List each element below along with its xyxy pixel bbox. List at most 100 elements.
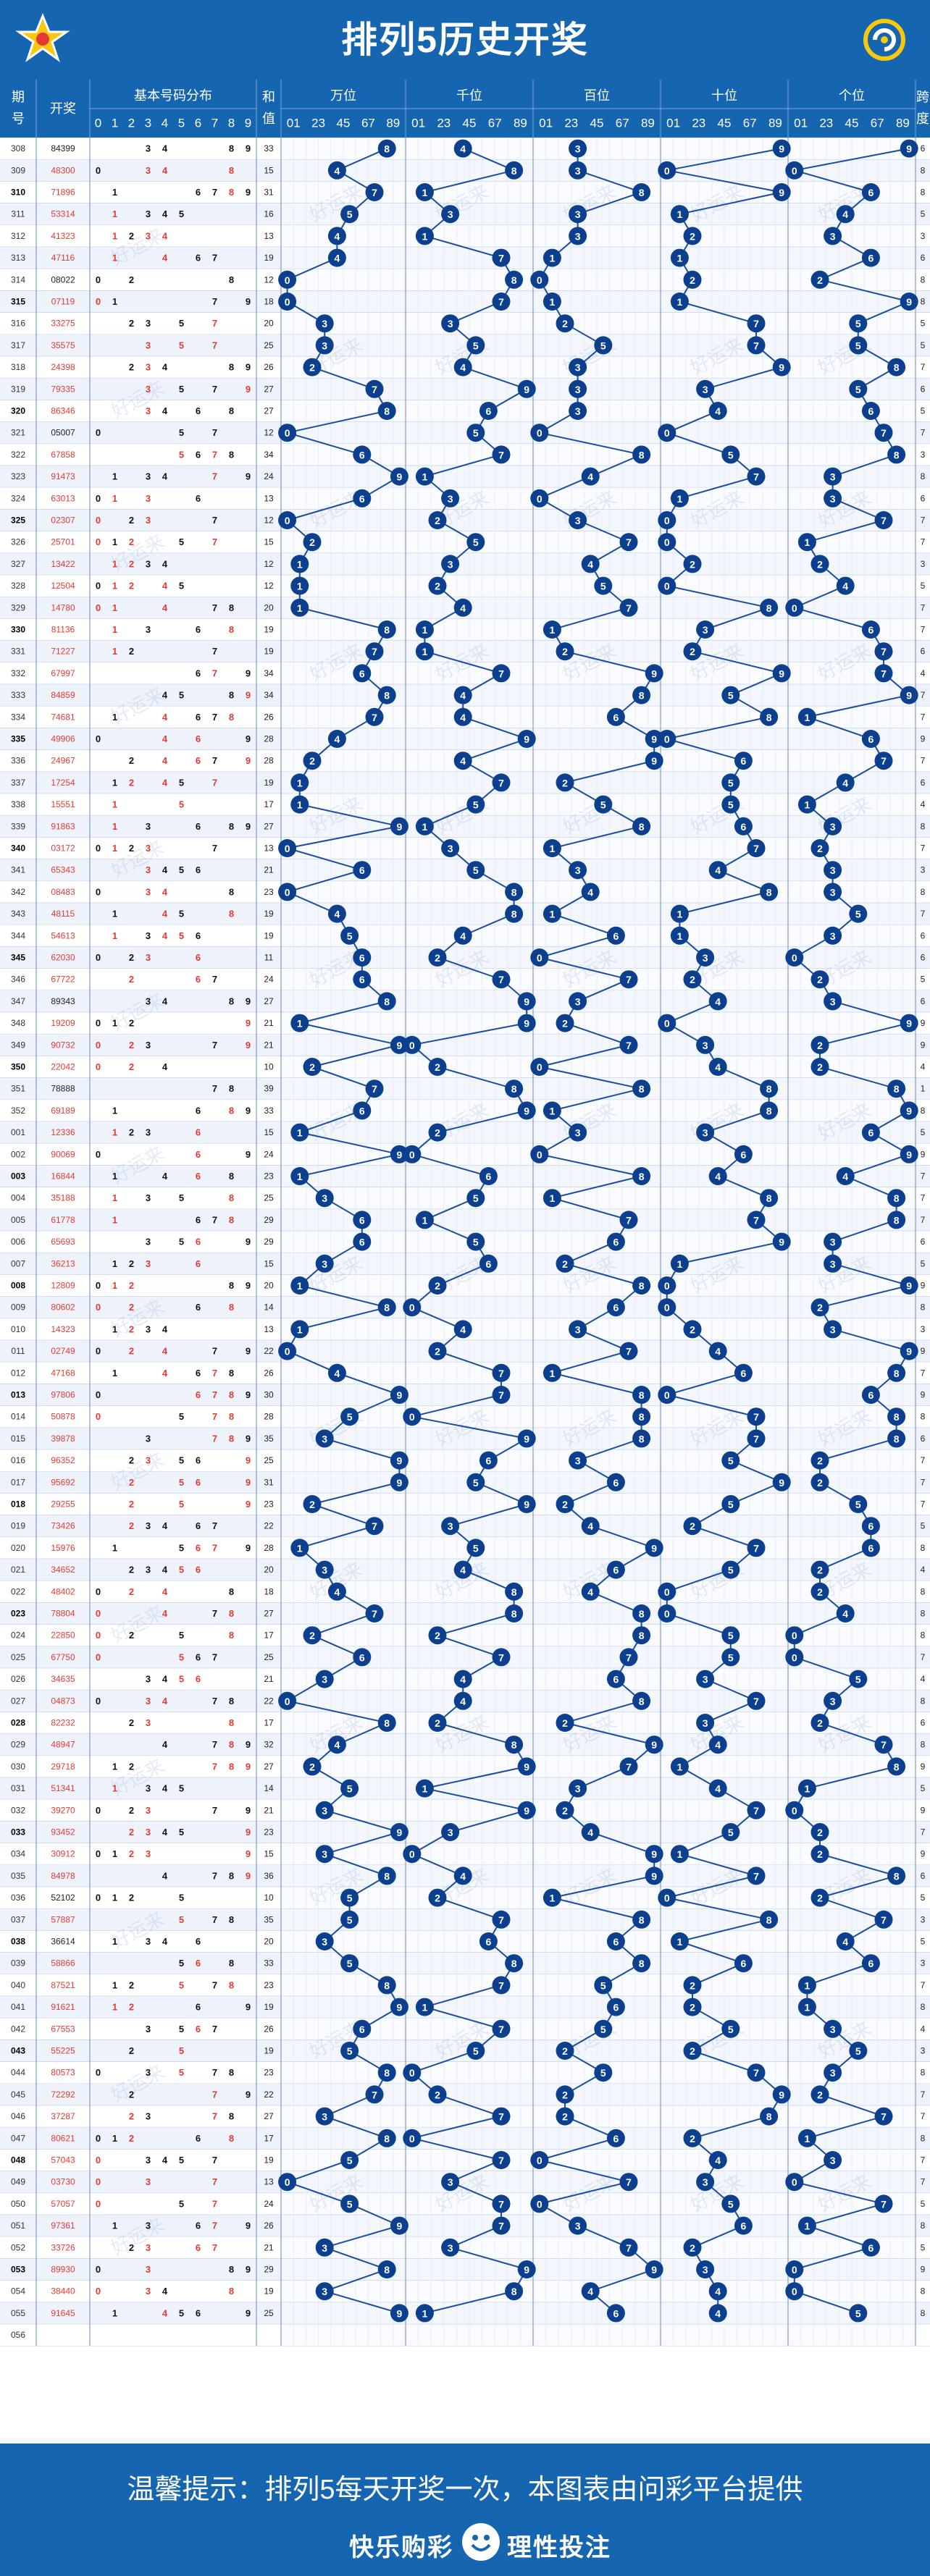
sum-value: 13 (264, 493, 274, 503)
draw-ball (824, 1254, 842, 1273)
sum-value: 21 (264, 865, 274, 875)
dist-digit: 3 (146, 2264, 151, 2275)
ball-digit: 3 (575, 1323, 581, 1335)
dist-digit: 2 (129, 2045, 134, 2056)
issue-label: 012 (11, 1368, 25, 1378)
dist-digit: 4 (162, 362, 168, 373)
draw-ball (670, 1845, 689, 1864)
draw-ball (569, 1779, 587, 1798)
ball-digit: 3 (448, 209, 453, 220)
dist-digit: 4 (162, 253, 168, 264)
draw-ball (696, 620, 715, 639)
draw-ball (453, 598, 472, 617)
draw-ball (632, 1276, 651, 1295)
draw-ball (708, 861, 727, 880)
ball-digit: 7 (372, 646, 377, 657)
sum-value: 25 (264, 340, 274, 350)
ball-digit: 2 (435, 1061, 440, 1073)
span-value: 7 (921, 1477, 926, 1487)
ball-digit: 6 (359, 668, 365, 679)
sum-value: 24 (264, 1149, 274, 1159)
draw-ball (556, 314, 574, 333)
span-value: 3 (921, 2046, 926, 2056)
ball-digit: 9 (397, 1455, 403, 1467)
ball-digit: 2 (562, 2045, 568, 2057)
dist-digit: 4 (162, 886, 168, 897)
draw-ball (810, 1298, 829, 1317)
issue-label: 024 (11, 1630, 25, 1641)
draw-ball (708, 2282, 727, 2301)
draw-ball (479, 1167, 498, 1185)
issue-label: 308 (11, 143, 25, 153)
span-value: 4 (921, 1674, 926, 1684)
span-value: 7 (921, 1171, 926, 1182)
draw-ball (315, 1670, 334, 1688)
dist-digit: 1 (112, 2133, 117, 2144)
draw-ball (721, 445, 740, 464)
trend-line (410, 148, 529, 2314)
span-value: 9 (921, 1805, 926, 1815)
slogan-left: 快乐购彩 (349, 2534, 453, 2562)
ball-digit: 1 (677, 1848, 683, 1860)
ball-digit: 8 (511, 2286, 517, 2297)
draw-ball (658, 1888, 676, 1907)
ball-digit: 2 (690, 1520, 695, 1532)
ball-digit: 8 (894, 1870, 900, 1882)
draw-ball (492, 292, 511, 311)
issue-label: 043 (11, 2046, 25, 2056)
draw-ball (874, 511, 893, 529)
sum-value: 19 (264, 625, 274, 635)
ball-digit: 0 (409, 1302, 415, 1313)
draw-ball (353, 1101, 372, 1120)
dist-digit: 8 (229, 1739, 234, 1750)
draw-ball (670, 205, 689, 224)
dist-digit: 9 (246, 1389, 251, 1400)
dist-digit: 3 (146, 2111, 151, 2122)
ball-digit: 4 (715, 1061, 721, 1073)
draw-number: 29718 (51, 1761, 75, 1772)
ball-digit: 5 (600, 1979, 606, 1991)
draw-number: 50878 (51, 1412, 75, 1422)
header-position-sub: 67 (871, 117, 884, 130)
draw-ball (428, 511, 447, 529)
draw-number: 24967 (51, 756, 75, 766)
ball-digit: 9 (779, 362, 784, 374)
dist-digit: 1 (112, 1214, 117, 1225)
draw-ball (861, 1517, 880, 1536)
header-position-sub: 67 (361, 117, 375, 130)
draw-number: 12336 (51, 1127, 75, 1137)
ball-digit: 1 (550, 909, 556, 920)
draw-ball (606, 1232, 625, 1251)
ball-digit: 3 (703, 1674, 708, 1685)
draw-ball (824, 1691, 842, 1710)
dist-digit: 5 (179, 1455, 184, 1466)
dist-digit: 1 (112, 930, 117, 941)
ball-digit: 3 (703, 624, 708, 636)
ball-digit: 8 (894, 1192, 900, 1204)
dist-digit: 9 (246, 2307, 251, 2318)
ball-digit: 2 (435, 1893, 440, 1904)
issue-label: 324 (11, 493, 25, 503)
ball-digit: 0 (664, 1893, 670, 1904)
ball-digit: 0 (285, 2176, 290, 2188)
ball-digit: 7 (626, 1214, 632, 1226)
ball-digit: 8 (639, 821, 645, 833)
ball-digit: 6 (486, 1936, 492, 1948)
dist-digit: 6 (196, 733, 201, 744)
draw-number: 78804 (51, 1609, 75, 1619)
ball-digit: 7 (753, 1805, 759, 1817)
draw-number: 33726 (51, 2242, 75, 2252)
draw-ball (365, 2085, 384, 2104)
ball-digit: 6 (613, 1237, 619, 1248)
draw-ball (861, 248, 880, 267)
ball-digit: 8 (639, 1389, 645, 1401)
dist-digit: 1 (112, 799, 117, 810)
sum-value: 29 (264, 1237, 274, 1247)
dist-digit: 4 (162, 2307, 168, 2318)
draw-number: 80573 (51, 2068, 75, 2078)
span-value: 6 (921, 253, 926, 263)
ball-digit: 5 (728, 1565, 734, 1576)
draw-number: 22850 (51, 1630, 75, 1641)
draw-ball (632, 1604, 651, 1622)
draw-ball (606, 926, 625, 945)
